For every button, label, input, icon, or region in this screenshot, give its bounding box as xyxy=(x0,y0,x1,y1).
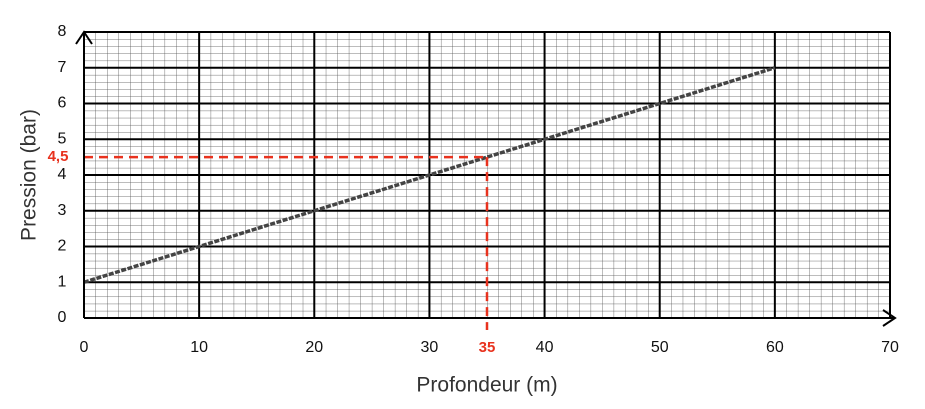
y-tick-label: 0 xyxy=(58,309,67,326)
annotation-x-label: 35 xyxy=(479,339,496,356)
y-tick-label: 8 xyxy=(58,23,67,40)
y-arrow xyxy=(75,30,93,45)
x-tick-label: 30 xyxy=(421,339,439,356)
x-tick-label: 50 xyxy=(651,339,669,356)
y-tick-label: 2 xyxy=(58,238,67,255)
y-tick-label: 3 xyxy=(58,202,67,219)
x-tick-label: 70 xyxy=(881,339,899,356)
plot xyxy=(83,66,776,330)
y-tick-label: 4 xyxy=(58,166,67,183)
y-axis-title: Pression (bar) xyxy=(18,109,41,241)
y-tick-label: 5 xyxy=(58,130,67,147)
x-tick-label: 0 xyxy=(80,339,89,356)
x-tick-label: 40 xyxy=(536,339,554,356)
x-arrow xyxy=(882,309,897,327)
x-tick-label: 20 xyxy=(305,339,323,356)
y-tick-label: 7 xyxy=(58,59,67,76)
x-axis-title: Profondeur (m) xyxy=(416,374,557,397)
data-line xyxy=(83,66,776,284)
x-tick-label: 60 xyxy=(766,339,784,356)
y-tick-label: 6 xyxy=(58,95,67,112)
annotation-y-label: 4,5 xyxy=(48,148,69,165)
y-tick-label: 1 xyxy=(58,273,67,290)
x-tick-label: 10 xyxy=(190,339,208,356)
